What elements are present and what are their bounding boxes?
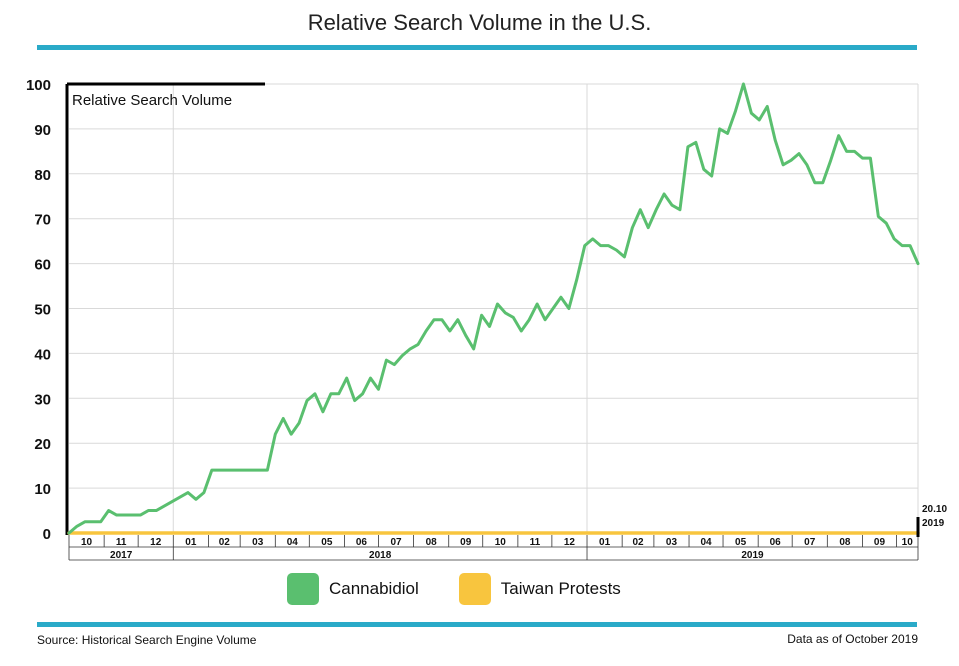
y-tick-label-60: 60 xyxy=(34,257,51,274)
x-tick-label-2019-09: 09 xyxy=(874,537,886,548)
x-tick-label-2019-07: 07 xyxy=(804,537,816,548)
x-tick-label-2018-06: 06 xyxy=(356,537,368,548)
source-note: Source: Historical Search Engine Volume xyxy=(37,633,257,647)
top-rule xyxy=(37,45,917,50)
x-tick-label-2019-10: 10 xyxy=(902,537,914,548)
x-tick-label-2018-01: 01 xyxy=(185,537,197,548)
series-line-cannabidiol xyxy=(67,82,920,535)
grid xyxy=(69,83,919,533)
legend-item-cannabidiol: Cannabidiol xyxy=(287,573,419,605)
legend-item-taiwan-protests: Taiwan Protests xyxy=(458,573,621,605)
x-tick-label-2018-09: 09 xyxy=(460,537,472,548)
x-tick-label-2019-04: 04 xyxy=(700,537,712,548)
y-tick-label-80: 80 xyxy=(34,167,51,184)
y-tick-label-50: 50 xyxy=(34,302,51,319)
year-label-2018: 2018 xyxy=(369,550,392,561)
x-tick-label-2018-04: 04 xyxy=(287,537,299,548)
year-label-2019: 2019 xyxy=(741,550,764,561)
series-layer xyxy=(67,82,920,535)
year-label-2017: 2017 xyxy=(110,550,133,561)
y-tick-labels: 0 10 20 30 40 50 60 70 80 90 100 xyxy=(26,77,51,543)
x-tick-label-2017-12: 12 xyxy=(150,537,162,548)
x-tick-label-2018-08: 08 xyxy=(426,537,438,548)
y-tick-label-0: 0 xyxy=(43,526,51,543)
x-tick-label-2018-02: 02 xyxy=(219,537,231,548)
end-marker: 20.10 2019 xyxy=(916,504,947,537)
axes xyxy=(65,82,265,535)
x-axis-month-table: 10 11 12 01 02 03 04 05 06 07 08 09 10 11 12 01 02 03 04 05… xyxy=(68,535,919,561)
x-tick-label-2019-08: 08 xyxy=(839,537,851,548)
month-gridlines xyxy=(172,84,588,533)
legend-label-taiwan-protests: Taiwan Protests xyxy=(500,579,621,598)
x-tick-label-2018-03: 03 xyxy=(252,537,264,548)
end-marker-date: 20.10 xyxy=(922,504,947,515)
end-marker-year: 2019 xyxy=(922,518,945,529)
legend-swatch-taiwan-protests xyxy=(458,573,491,605)
y-tick-label-30: 30 xyxy=(34,391,51,408)
legend: Cannabidiol Taiwan Protests xyxy=(287,573,621,605)
y-tick-label-20: 20 xyxy=(34,436,51,453)
y-tick-label-10: 10 xyxy=(34,481,51,498)
y-tick-label-70: 70 xyxy=(34,212,51,229)
x-tick-label-2017-11: 11 xyxy=(116,537,127,548)
legend-swatch-cannabidiol xyxy=(287,573,319,605)
x-tick-label-2018-10: 10 xyxy=(495,537,507,548)
y-tick-label-100: 100 xyxy=(26,77,51,94)
y-axis-label: Relative Search Volume xyxy=(72,92,232,109)
x-tick-label-2018-07: 07 xyxy=(390,537,402,548)
x-tick-label-2019-05: 05 xyxy=(735,537,747,548)
x-tick-label-2018-05: 05 xyxy=(321,537,333,548)
chart-title: Relative Search Volume in the U.S. xyxy=(307,10,652,35)
y-tick-label-40: 40 xyxy=(34,346,51,363)
y-tick-label-90: 90 xyxy=(34,122,51,139)
data-as-of-note: Data as of October 2019 xyxy=(787,632,918,646)
x-tick-label-2018-11: 11 xyxy=(530,537,541,548)
x-tick-label-2017-10: 10 xyxy=(81,537,93,548)
x-tick-label-2019-01: 01 xyxy=(599,537,611,548)
bottom-rule xyxy=(37,622,917,627)
x-tick-label-2019-02: 02 xyxy=(632,537,644,548)
x-tick-label-2019-06: 06 xyxy=(770,537,782,548)
legend-label-cannabidiol: Cannabidiol xyxy=(329,579,419,598)
x-tick-label-2019-03: 03 xyxy=(666,537,678,548)
x-tick-label-2018-12: 12 xyxy=(564,537,576,548)
